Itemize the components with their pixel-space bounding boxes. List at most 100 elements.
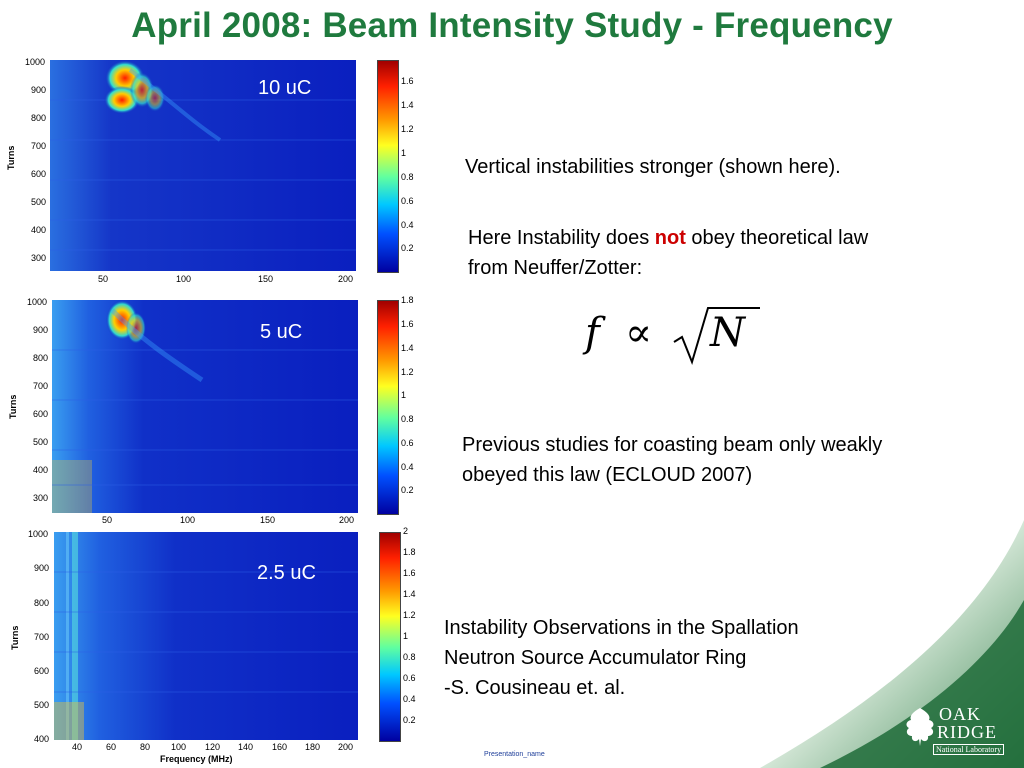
y-tick: 1000 — [25, 57, 46, 67]
spectrogram-image — [54, 532, 358, 740]
reference-text: Instability Observations in the Spallati… — [444, 613, 799, 703]
x-tick: 40 — [72, 742, 83, 752]
x-tick: 60 — [106, 742, 117, 752]
reference-line3: -S. Cousineau et. al. — [444, 677, 626, 699]
colorbar-tick: 0.2 — [403, 715, 416, 725]
plot-panel-5uc: Turns 1000 900 800 700 600 500 400 300 — [0, 293, 420, 528]
colorbar-tick: 1.2 — [401, 367, 414, 377]
y-tick: 1000 — [27, 297, 48, 307]
x-tick: 180 — [305, 742, 321, 752]
logo-line2: RIDGE — [937, 722, 997, 742]
law-text-line2: from Neuffer/Zotter: — [468, 257, 643, 279]
y-tick: 400 — [34, 734, 50, 744]
formula-proportional: ∝ — [625, 310, 653, 356]
x-tick: 120 — [205, 742, 221, 752]
spectrogram-plot — [52, 300, 358, 513]
colorbar-tick: 1.2 — [403, 610, 416, 620]
law-text-not: not — [654, 227, 686, 249]
plot-panel-2-5uc: Turns 1000 900 800 700 600 500 400 — [0, 526, 420, 768]
footer-presentation-name: Presentation_name — [484, 751, 545, 758]
y-tick: 700 — [33, 381, 49, 391]
colorbar — [377, 300, 399, 515]
plot-panel-10uc: Turns 1000 900 800 700 600 500 400 300 — [0, 52, 420, 287]
y-tick: 300 — [31, 253, 47, 263]
x-axis-label: Frequency (MHz) — [160, 754, 233, 764]
colorbar-tick: 1.2 — [401, 124, 414, 134]
vertical-instabilities-text: Vertical instabilities stronger (shown h… — [465, 156, 841, 178]
x-tick: 200 — [338, 742, 354, 752]
spectrogram-image — [52, 300, 358, 513]
y-tick: 1000 — [28, 529, 49, 539]
law-text-pre: Here Instability does — [468, 227, 655, 249]
x-tick: 100 — [180, 515, 196, 525]
reference-line1: Instability Observations in the Spallati… — [444, 617, 799, 639]
charge-label: 5 uC — [260, 321, 303, 343]
y-axis-label: Turns — [8, 394, 18, 419]
previous-studies-line1: Previous studies for coasting beam only … — [462, 434, 883, 456]
x-tick: 100 — [176, 274, 192, 284]
y-tick: 900 — [33, 325, 49, 335]
y-tick: 500 — [34, 700, 50, 710]
y-tick: 800 — [34, 598, 50, 608]
previous-studies-line2: obeyed this law (ECLOUD 2007) — [462, 464, 753, 486]
x-tick: 80 — [140, 742, 151, 752]
law-text-post: obey theoretical law — [685, 227, 869, 249]
colorbar-tick: 0.6 — [401, 196, 414, 206]
y-tick: 700 — [34, 632, 50, 642]
spectrogram-plot — [50, 60, 356, 271]
y-tick: 600 — [34, 666, 50, 676]
colorbar-tick: 1.4 — [401, 343, 414, 353]
x-tick: 150 — [258, 274, 274, 284]
y-tick: 300 — [33, 493, 49, 503]
y-tick: 600 — [33, 409, 49, 419]
spectrogram-image — [50, 60, 356, 271]
colorbar-tick: 1.4 — [401, 100, 414, 110]
x-tick: 150 — [260, 515, 276, 525]
x-tick: 140 — [238, 742, 254, 752]
colorbar-tick: 0.4 — [403, 694, 416, 704]
colorbar — [377, 60, 399, 273]
formula: f ∝ N — [580, 300, 770, 370]
y-axis-label: Turns — [6, 145, 16, 170]
colorbar-tick: 0.4 — [401, 462, 414, 472]
law-text: Here Instability does not obey theoretic… — [468, 223, 868, 283]
y-tick: 400 — [31, 225, 47, 235]
y-tick: 700 — [31, 141, 47, 151]
colorbar-tick: 0.6 — [401, 438, 414, 448]
colorbar-tick: 1 — [403, 631, 409, 641]
y-tick: 500 — [33, 437, 49, 447]
colorbar-tick: 2 — [403, 526, 409, 536]
y-tick: 400 — [33, 465, 49, 475]
spectrogram-plot — [54, 532, 358, 740]
x-tick: 50 — [98, 274, 109, 284]
colorbar-tick: 0.8 — [403, 652, 416, 662]
sqrt-sign-icon — [673, 307, 760, 366]
previous-studies-text: Previous studies for coasting beam only … — [462, 430, 882, 490]
colorbar-tick: 1.6 — [401, 76, 414, 86]
x-tick: 200 — [339, 515, 355, 525]
x-tick: 50 — [102, 515, 113, 525]
y-tick: 800 — [31, 113, 47, 123]
y-tick: 800 — [33, 353, 49, 363]
colorbar-tick: 0.6 — [403, 673, 416, 683]
x-tick: 200 — [338, 274, 354, 284]
x-tick: 100 — [171, 742, 187, 752]
colorbar-tick: 0.8 — [401, 172, 414, 182]
reference-line2: Neutron Source Accumulator Ring — [444, 647, 747, 669]
colorbar-tick: 1.6 — [401, 319, 414, 329]
colorbar-tick: 0.8 — [401, 414, 414, 424]
colorbar — [379, 532, 401, 742]
colorbar-tick: 1.8 — [403, 547, 416, 557]
colorbar-tick: 1.6 — [403, 568, 416, 578]
charge-label: 10 uC — [258, 77, 312, 99]
logo-line1: OAK — [939, 704, 981, 724]
formula-n: N — [710, 310, 745, 356]
ornl-logo: OAK RIDGE National Laboratory — [903, 704, 1018, 764]
formula-f: f — [585, 310, 600, 356]
colorbar-tick: 1.4 — [403, 589, 416, 599]
y-tick: 500 — [31, 197, 47, 207]
y-tick: 900 — [34, 563, 50, 573]
charge-label: 2.5 uC — [257, 562, 316, 584]
colorbar-tick: 1 — [401, 390, 407, 400]
